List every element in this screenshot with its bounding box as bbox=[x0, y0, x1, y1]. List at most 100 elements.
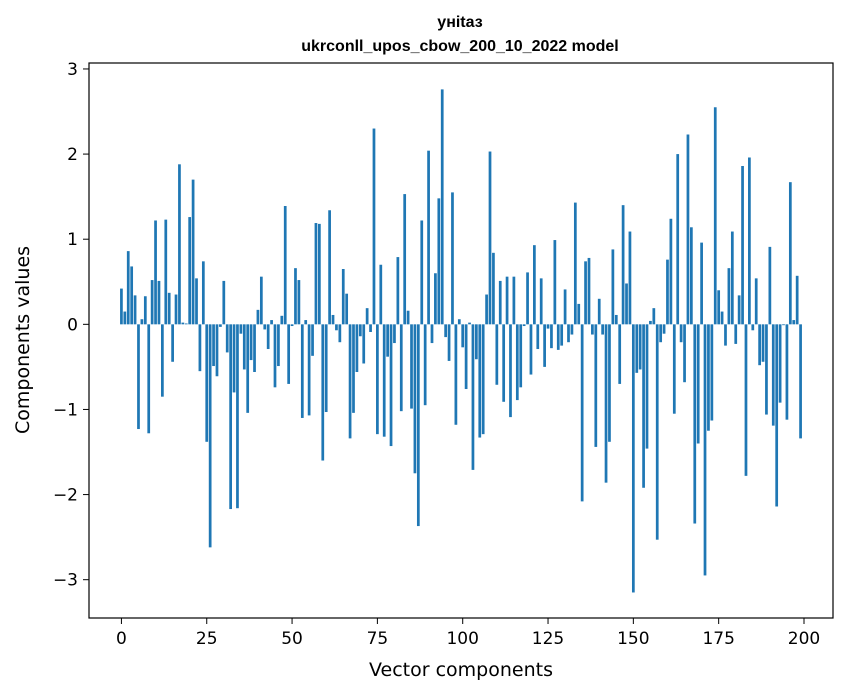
bar bbox=[225, 324, 229, 353]
y-tick-label: 3 bbox=[67, 60, 78, 80]
bar bbox=[758, 324, 761, 366]
bar bbox=[266, 324, 270, 350]
bar bbox=[331, 314, 335, 325]
bar bbox=[229, 324, 232, 510]
bar bbox=[768, 246, 772, 325]
bar bbox=[222, 280, 226, 325]
bar bbox=[778, 324, 782, 403]
bar bbox=[246, 324, 250, 413]
bar bbox=[659, 324, 663, 343]
bar bbox=[341, 269, 345, 325]
chart-subtitle: ukrconll_upos_cbow_200_10_2022 model bbox=[301, 38, 618, 55]
bar bbox=[273, 324, 277, 388]
bar bbox=[669, 218, 673, 325]
bar bbox=[311, 324, 314, 356]
bar bbox=[157, 280, 161, 325]
bar bbox=[560, 324, 564, 346]
bar bbox=[478, 324, 482, 438]
bar bbox=[150, 280, 154, 325]
bar bbox=[167, 292, 171, 325]
bar bbox=[519, 324, 523, 388]
bar bbox=[420, 220, 424, 325]
bar bbox=[171, 324, 174, 362]
bar bbox=[577, 303, 581, 325]
bar bbox=[430, 324, 434, 344]
bar bbox=[611, 249, 615, 325]
bar bbox=[406, 310, 410, 325]
y-tick-label: 0 bbox=[67, 315, 78, 335]
bar bbox=[799, 324, 802, 439]
bar bbox=[744, 324, 748, 476]
bar bbox=[184, 323, 188, 325]
bar bbox=[215, 324, 219, 377]
bar bbox=[345, 293, 349, 325]
y-tick-label: −1 bbox=[53, 400, 78, 420]
bar bbox=[256, 309, 260, 325]
bar bbox=[730, 231, 734, 325]
bar bbox=[625, 283, 628, 325]
y-axis-label: Components values bbox=[12, 246, 34, 434]
bar bbox=[133, 295, 137, 325]
bar bbox=[512, 276, 516, 325]
bar bbox=[300, 324, 304, 418]
bar bbox=[389, 324, 393, 447]
bar bbox=[481, 324, 485, 435]
bar bbox=[696, 324, 700, 444]
bar bbox=[451, 192, 454, 325]
bar bbox=[297, 280, 301, 325]
bar bbox=[195, 278, 198, 325]
bar bbox=[263, 324, 267, 330]
bar bbox=[249, 324, 253, 361]
bar bbox=[536, 324, 540, 350]
y-tick-label: 2 bbox=[67, 145, 78, 165]
bar bbox=[232, 324, 236, 393]
bar bbox=[321, 324, 325, 461]
bar bbox=[672, 324, 676, 414]
bar bbox=[457, 319, 461, 325]
x-tick-label: 25 bbox=[196, 629, 218, 649]
x-tick-label: 50 bbox=[281, 629, 303, 649]
bar bbox=[550, 324, 553, 349]
bar bbox=[556, 324, 560, 350]
bar bbox=[621, 205, 625, 325]
bar bbox=[618, 324, 622, 384]
bar bbox=[410, 324, 413, 409]
bar bbox=[573, 202, 577, 325]
bar bbox=[679, 324, 683, 343]
bar bbox=[567, 324, 570, 343]
bar bbox=[444, 324, 448, 338]
bar bbox=[522, 324, 526, 327]
bar bbox=[280, 315, 284, 325]
bar bbox=[399, 324, 403, 412]
bar bbox=[324, 324, 328, 413]
bar bbox=[174, 294, 178, 325]
bar bbox=[587, 257, 591, 325]
bar bbox=[382, 324, 386, 437]
y-tick-label: −3 bbox=[53, 571, 78, 591]
bar bbox=[700, 242, 703, 325]
bar bbox=[352, 324, 355, 413]
bar bbox=[488, 151, 492, 325]
bar bbox=[775, 324, 779, 507]
bar bbox=[178, 164, 181, 325]
bar bbox=[690, 227, 693, 325]
bar bbox=[294, 268, 297, 325]
bar bbox=[164, 219, 168, 325]
bar bbox=[666, 259, 669, 325]
bar bbox=[283, 206, 287, 325]
bar bbox=[652, 308, 656, 325]
bar bbox=[631, 324, 635, 593]
bar bbox=[683, 324, 686, 383]
bar bbox=[707, 324, 710, 431]
bar bbox=[437, 198, 441, 325]
bar bbox=[594, 324, 598, 447]
bar bbox=[601, 324, 604, 335]
bar bbox=[236, 324, 239, 509]
bar bbox=[782, 324, 785, 326]
bar bbox=[546, 324, 550, 329]
bar bbox=[754, 278, 758, 325]
bars-group bbox=[120, 89, 802, 593]
